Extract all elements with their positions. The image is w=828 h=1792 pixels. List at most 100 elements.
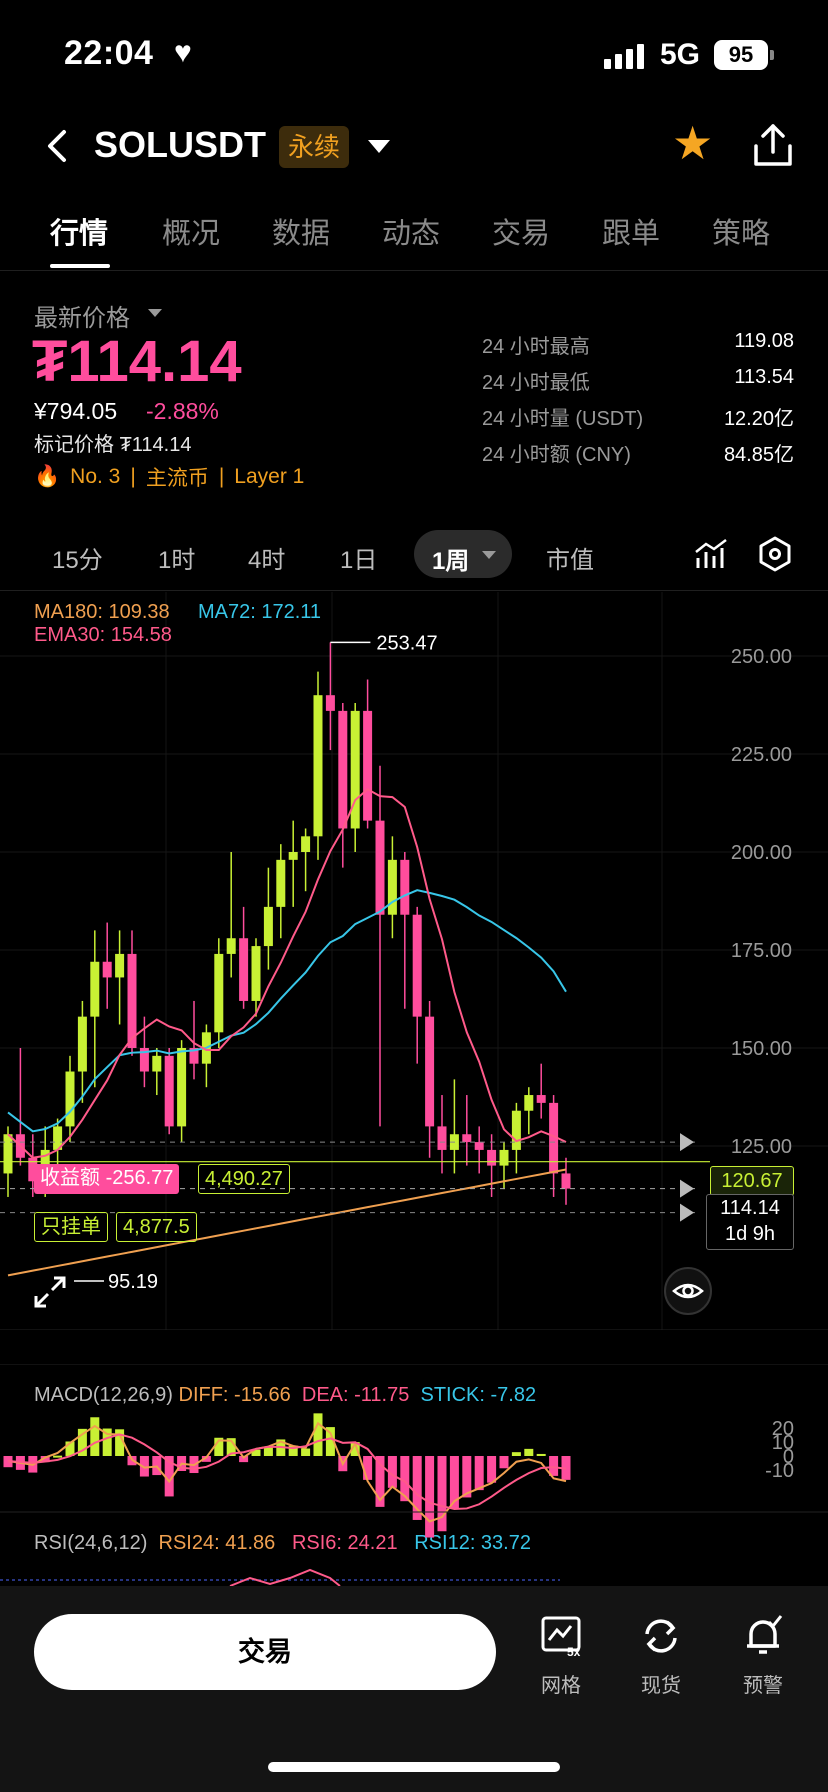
candle-body [437,1126,447,1150]
macd-tick-label: -10 [765,1460,794,1482]
interval-15m[interactable]: 15分 [52,547,103,574]
macd-bar [350,1442,360,1456]
tab-strategy[interactable]: 策略 [712,218,771,250]
spot-button[interactable]: 现货 [616,1614,706,1698]
candle-body [499,1149,509,1166]
candle-body [487,1149,497,1166]
position-value[interactable]: 4,490.27 [198,1164,290,1194]
macd-bar [90,1417,100,1456]
low-price-label: 95.19 [108,1271,158,1293]
alert-button[interactable]: 预警 [718,1614,808,1698]
candlestick-chart[interactable]: 250.00 225.00 200.00 175.00 150.00 125.00 253.… [0,590,828,1330]
candle-body [462,1134,472,1143]
interval-1d[interactable]: 1日 [340,547,378,574]
interval-market-cap[interactable]: 市值 [546,547,594,574]
stat-high: 24 小时最高 119.08 [482,330,794,358]
candle-body [239,938,249,1001]
macd-bar [437,1456,447,1532]
macd-bar [214,1437,224,1456]
mark-price-row: 标记价格 ₮114.14 [34,428,191,457]
candle-body [350,710,360,829]
tab-copy[interactable]: 跟单 [602,218,661,250]
candle-body [325,695,335,711]
y-tick-label: 150.00 [731,1038,792,1060]
pair-title[interactable]: SOLUSDT [94,124,267,165]
tab-market[interactable]: 行情 [50,218,109,250]
status-time: 22:04 [64,34,154,72]
macd-bar [201,1456,211,1462]
order-value[interactable]: 4,877.5 [116,1212,197,1242]
layer-tag[interactable]: Layer 1 [234,465,305,488]
tab-trade[interactable]: 交易 [492,218,551,250]
eye-button[interactable] [664,1267,712,1315]
macd-bar [313,1413,323,1456]
candle-body [363,710,373,821]
cny-price: ¥794.05 [34,398,118,424]
candle-body [561,1173,571,1189]
trade-button[interactable]: 交易 [34,1614,496,1690]
ema30-line [7,788,567,1159]
price-level-arrow [680,1203,694,1222]
network-type: 5G [660,38,701,71]
candle-body [77,1016,87,1072]
caret-down-icon[interactable] [148,309,162,317]
tab-news[interactable]: 动态 [382,218,441,250]
macd-tick-label: 10 [772,1432,794,1454]
settings-icon[interactable] [758,536,792,572]
last-price: ₮114.14 [32,329,242,394]
y-tick-label: 250.00 [731,646,792,668]
mark-price-label: 标记价格 [34,434,114,456]
macd-bar [65,1441,75,1456]
contract-type-badge: 永续 [279,126,350,168]
rsi6-line [229,1568,341,1586]
back-icon[interactable] [40,124,76,168]
candle-body [226,938,236,954]
spot-label: 现货 [641,1675,681,1697]
candle-body [412,914,422,1017]
price-level-arrow [680,1179,694,1198]
macd-bar [425,1456,435,1538]
share-icon[interactable] [752,122,794,168]
candle-body [189,1048,199,1064]
macd-bar [139,1456,149,1477]
eye-icon [672,1283,704,1299]
macd-dea-line [7,1433,567,1510]
tab-data[interactable]: 数据 [272,218,331,250]
macd-bar [325,1427,335,1456]
chevron-down-icon[interactable] [482,551,496,559]
category-tag[interactable]: 主流币 [145,467,209,490]
signal-icon [604,44,644,69]
macd-bar [375,1456,385,1507]
candle-body [524,1095,534,1111]
pnl-badge[interactable]: 收益额 -256.77 [34,1164,180,1194]
price-level-arrow [680,1133,694,1152]
candle-body [102,961,112,978]
candle-body [474,1142,484,1150]
candle-body [387,859,397,915]
macd-bar [400,1456,410,1502]
ma180-legend: MA180: 109.38 [34,601,170,623]
heart-icon: ♥ [174,36,192,69]
stat-low: 24 小时最低 113.54 [482,366,794,394]
macd-bar [474,1456,484,1491]
interval-4h[interactable]: 4时 [248,547,286,574]
macd-bar [462,1456,472,1498]
order-label[interactable]: 只挂单 [34,1212,108,1242]
indicator-icon[interactable] [694,538,728,570]
interval-1w[interactable]: 1周 [432,548,470,575]
tab-overview[interactable]: 概况 [162,218,221,250]
chevron-down-icon[interactable] [368,140,390,153]
candle-body [338,710,348,829]
macd-bar [77,1428,87,1456]
candle-body [177,1048,187,1127]
interval-1h[interactable]: 1时 [158,547,196,574]
macd-bar [524,1448,534,1456]
ema30-legend: EMA30: 154.58 [34,624,172,646]
star-icon[interactable]: ★ [672,117,714,169]
rank-tag[interactable]: No. 3 [70,465,121,488]
last-price-label[interactable]: 最新价格 [34,305,130,332]
candle-body [214,953,224,1033]
grid-button[interactable]: 5x 网格 [516,1614,606,1698]
expand-icon[interactable] [30,1272,70,1312]
